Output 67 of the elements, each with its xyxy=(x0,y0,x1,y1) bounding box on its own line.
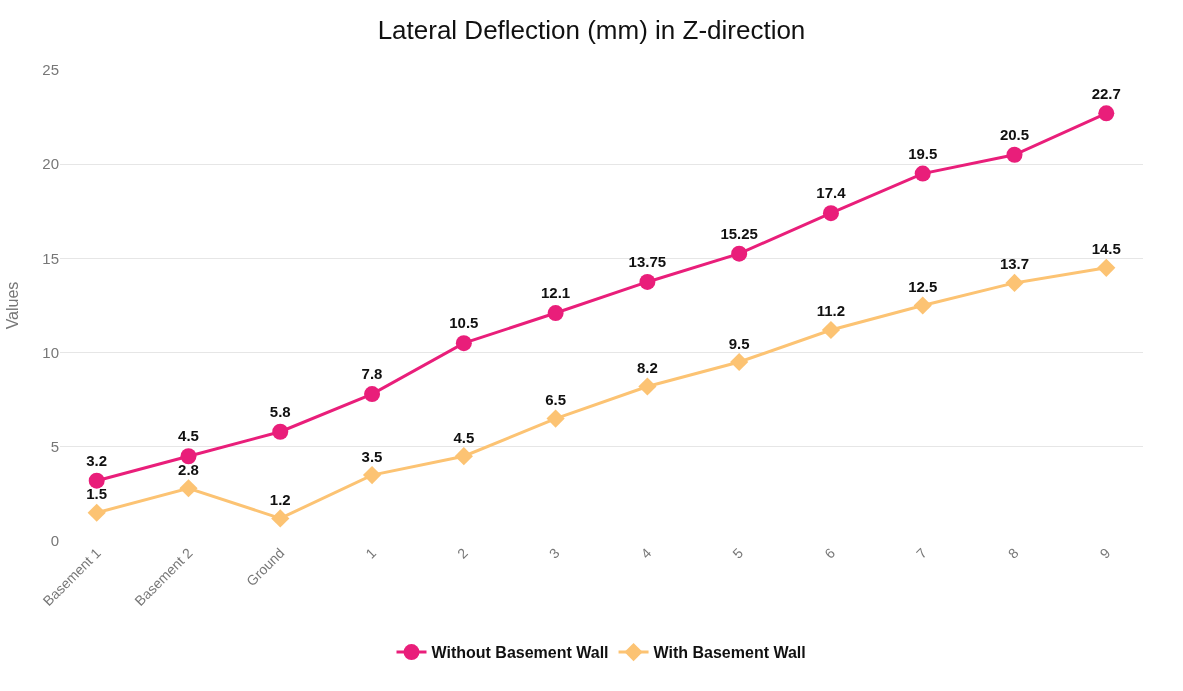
point xyxy=(731,245,748,262)
x-tick-label: 6 xyxy=(821,544,839,562)
point xyxy=(362,465,382,485)
data-label: 3.2 xyxy=(86,451,108,469)
data-label: 12.5 xyxy=(908,278,938,295)
x-tick-label: 5 xyxy=(729,544,747,562)
data-label: 2.8 xyxy=(178,460,199,478)
data-label: 20.5 xyxy=(999,126,1030,144)
point xyxy=(730,352,749,372)
data-label: 4.5 xyxy=(453,428,475,446)
point xyxy=(88,472,105,489)
data-label: 15.25 xyxy=(720,224,758,242)
data-label: 22.7 xyxy=(1091,84,1121,102)
data-label: 1.2 xyxy=(269,490,291,508)
point xyxy=(1098,105,1115,122)
point xyxy=(547,305,564,322)
data-label: 9.5 xyxy=(728,334,750,352)
data-label: 17.4 xyxy=(816,184,847,202)
data-label: 13.75 xyxy=(628,253,667,271)
point xyxy=(455,335,472,352)
x-tick-label: 8 xyxy=(1004,544,1022,562)
x-tick-label: 9 xyxy=(1096,544,1114,562)
point xyxy=(179,479,198,498)
x-tick-label: 7 xyxy=(912,544,930,562)
x-tick-label: 3 xyxy=(545,544,563,562)
point xyxy=(914,165,931,182)
point xyxy=(1097,258,1116,277)
data-label: 4.5 xyxy=(178,427,199,445)
data-label: 1.5 xyxy=(86,485,108,503)
data-label: 10.5 xyxy=(449,314,479,332)
y-tick-label: 25 xyxy=(42,61,59,79)
point xyxy=(638,377,657,396)
legend-label: Without Basement Wall xyxy=(431,644,609,662)
data-label: 12.1 xyxy=(541,284,571,302)
data-label: 7.8 xyxy=(361,365,383,383)
y-tick-label: 5 xyxy=(50,438,59,456)
data-label: 8.2 xyxy=(636,359,658,377)
x-tick-label: 1 xyxy=(362,544,380,562)
point xyxy=(87,503,106,522)
point xyxy=(180,448,197,465)
data-label: 3.5 xyxy=(361,447,383,465)
chart-title: Lateral Deflection (mm) in Z-direction xyxy=(377,14,806,45)
point xyxy=(271,509,290,528)
data-label: 6.5 xyxy=(545,391,567,409)
y-tick-label: 20 xyxy=(42,155,59,173)
data-label: 11.2 xyxy=(816,302,846,320)
legend-label: With Basement Wall xyxy=(653,644,806,662)
point xyxy=(821,320,841,340)
y-axis-title: Values xyxy=(4,281,21,330)
data-label: 14.5 xyxy=(1091,240,1121,258)
point xyxy=(822,205,839,222)
point xyxy=(1006,146,1023,163)
y-tick-label: 15 xyxy=(42,249,59,267)
data-label: 13.7 xyxy=(999,255,1030,273)
point xyxy=(272,423,289,440)
point xyxy=(546,409,565,428)
point xyxy=(913,296,932,315)
data-label: 19.5 xyxy=(908,144,938,162)
point xyxy=(364,386,381,403)
x-tick-label: 2 xyxy=(454,544,472,562)
x-tick-label: 4 xyxy=(637,544,655,562)
y-tick-label: 0 xyxy=(50,532,59,550)
point xyxy=(639,273,656,290)
y-tick-label: 10 xyxy=(42,343,59,361)
point xyxy=(1005,273,1024,292)
point xyxy=(454,447,473,466)
data-label: 5.8 xyxy=(269,402,291,420)
